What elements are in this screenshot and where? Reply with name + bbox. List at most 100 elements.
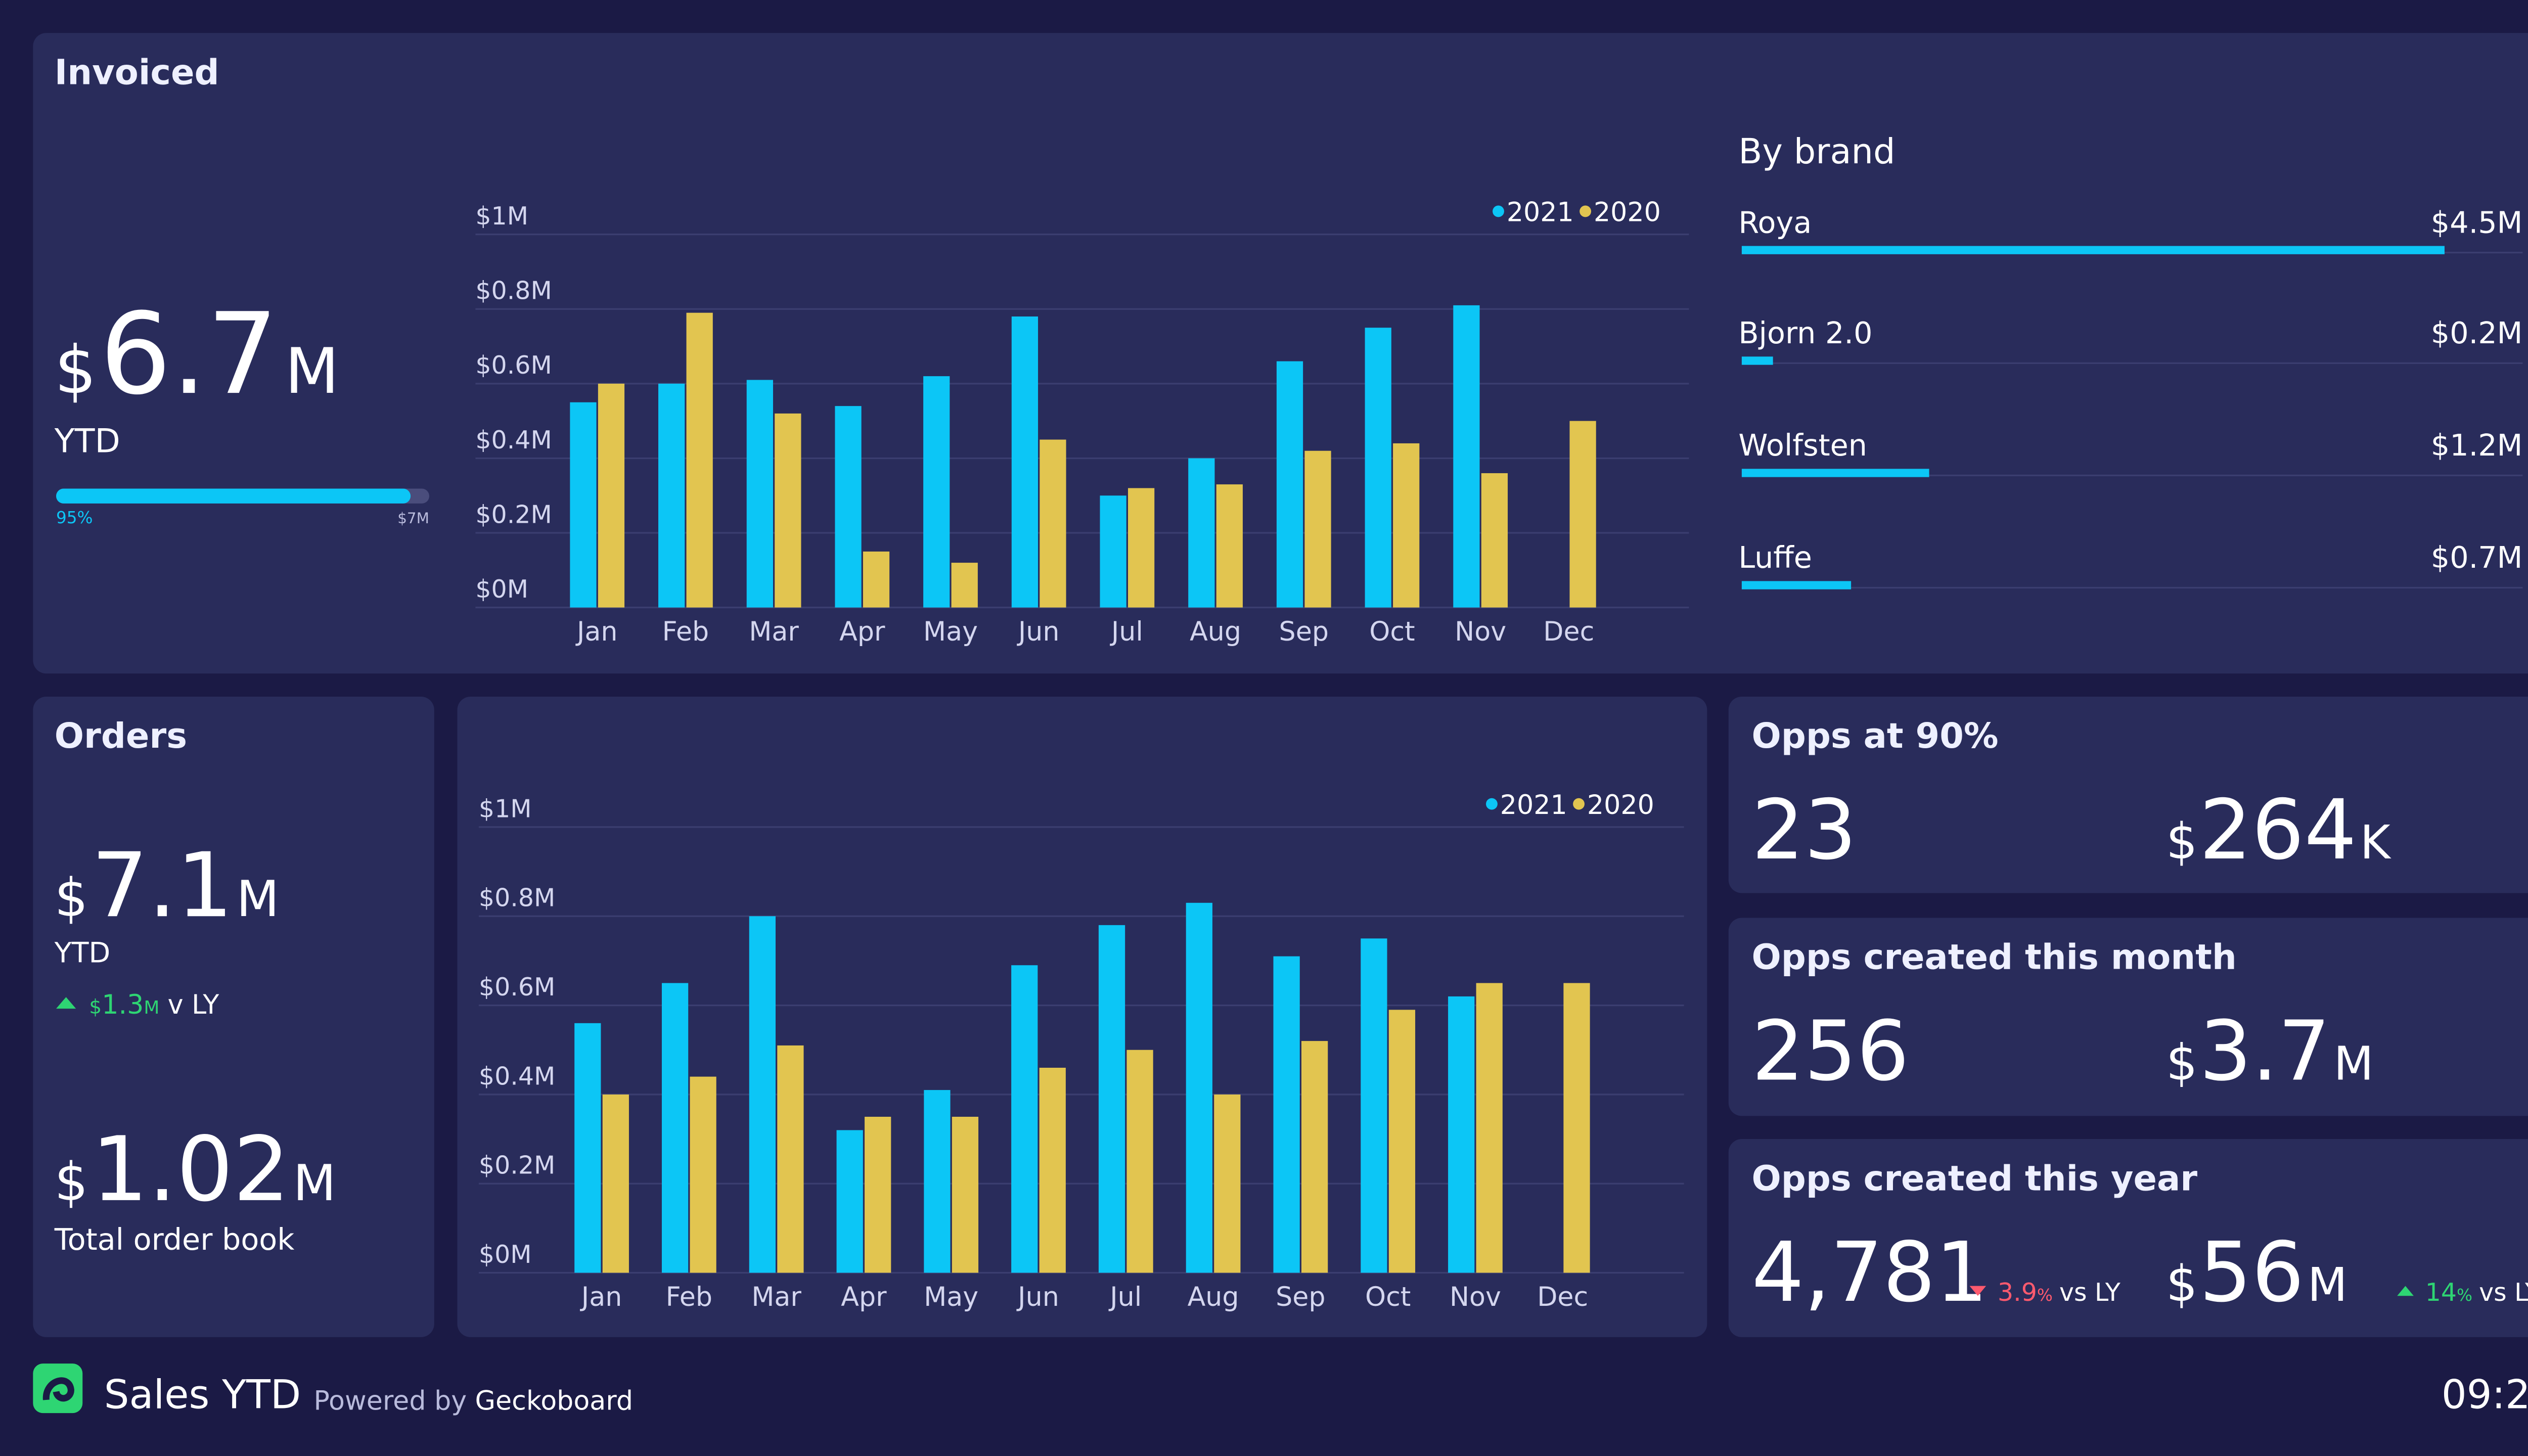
logo	[33, 1363, 83, 1414]
prefix: $	[2166, 1034, 2197, 1092]
x-tick-label: Oct	[1365, 1282, 1411, 1312]
x-tick-label: Nov	[1450, 1282, 1501, 1312]
prefix: $	[55, 1151, 88, 1213]
unit: %	[2457, 1286, 2472, 1305]
footer-title: Sales YTD	[104, 1372, 301, 1418]
x-tick-label: Nov	[1455, 617, 1506, 647]
bar	[836, 1130, 863, 1273]
panel-title: Orders	[55, 716, 187, 756]
down-arrow	[1969, 1286, 1987, 1296]
suffix: M	[285, 335, 339, 408]
bar	[952, 1116, 979, 1273]
number: 1.02	[92, 1117, 290, 1221]
bar	[1361, 938, 1387, 1273]
bar	[1741, 246, 2445, 254]
y-tick-label: $0.8M	[479, 884, 555, 913]
panel	[1728, 918, 2528, 1116]
powered-text: Powered by	[313, 1386, 467, 1417]
panel	[33, 696, 434, 1337]
bar	[570, 402, 597, 608]
bar	[658, 383, 685, 608]
value-label: $0.7M	[2431, 540, 2523, 575]
suffix: K	[2360, 815, 2391, 870]
y-tick-label: $0.6M	[475, 351, 552, 380]
value-label: $1.2M	[2431, 428, 2523, 463]
bar	[746, 380, 773, 608]
brand-title: By brand	[1738, 131, 1895, 172]
bar	[1453, 305, 1480, 608]
panel	[33, 33, 2528, 674]
number: 7.1	[92, 833, 233, 937]
y-tick-label: $0M	[475, 575, 528, 604]
panel	[1728, 696, 2528, 893]
prefix: $	[2166, 813, 2197, 871]
bar	[1128, 488, 1155, 608]
count: 23	[1751, 782, 1857, 878]
x-tick-label: Aug	[1188, 1282, 1239, 1312]
suffix: M	[237, 871, 279, 928]
bar	[923, 376, 950, 608]
y-tick-label: $0.4M	[475, 426, 552, 454]
bar	[1476, 983, 1503, 1273]
bar	[1100, 495, 1126, 608]
x-tick-label: Apr	[839, 617, 885, 647]
suffix: M	[2308, 1258, 2348, 1312]
category-label: Luffe	[1738, 540, 1812, 575]
change-text: vs LY	[2059, 1278, 2120, 1307]
legend-label: 2020	[1594, 198, 1661, 228]
x-tick-label: Jan	[580, 1282, 622, 1312]
change: 3.9% vs LY	[1998, 1278, 2120, 1307]
up-arrow	[2397, 1286, 2414, 1296]
category-label: Wolfsten	[1738, 428, 1867, 463]
bar	[1098, 925, 1125, 1273]
bar	[749, 916, 776, 1273]
bar	[1039, 1068, 1066, 1273]
x-tick-label: Feb	[666, 1282, 712, 1312]
bar	[1741, 469, 1929, 477]
brand: Geckoboard	[475, 1386, 633, 1417]
x-tick-label: Aug	[1190, 617, 1241, 647]
number: 1.3	[102, 990, 144, 1020]
count: 4,781	[1751, 1224, 1988, 1321]
bar	[1569, 421, 1596, 608]
amount: $264 K	[2166, 782, 2391, 878]
panel-title: Invoiced	[55, 53, 219, 93]
x-tick-label: Jan	[575, 617, 618, 647]
number: 6.7	[100, 289, 278, 420]
bar	[1563, 983, 1590, 1273]
logo-mark	[42, 1377, 74, 1402]
prefix: $	[55, 332, 97, 408]
prefix: $	[89, 996, 102, 1019]
bar	[863, 551, 890, 608]
y-tick-label: $0.6M	[479, 973, 555, 1002]
legend-swatch	[1486, 798, 1498, 810]
bar	[661, 983, 689, 1273]
kpi-value: $6.7 M	[55, 289, 339, 420]
bar	[1481, 473, 1508, 608]
legend-swatch	[1579, 205, 1592, 217]
progress-fill	[56, 488, 411, 504]
change-text: vs LY	[2479, 1278, 2528, 1307]
value-label: $4.5M	[2431, 205, 2523, 240]
bar	[924, 1090, 951, 1273]
bar	[1365, 328, 1391, 608]
progress-label: 95%	[56, 508, 93, 527]
x-tick-label: Jun	[1017, 617, 1060, 647]
value-label: $0.2M	[2431, 315, 2523, 350]
bar	[1126, 1050, 1153, 1273]
y-tick-label: $1M	[479, 794, 532, 823]
legend-swatch	[1573, 798, 1585, 810]
y-tick-label: $0.2M	[479, 1151, 555, 1180]
legend-label: 2021	[1500, 790, 1567, 821]
count: 256	[1751, 1003, 1909, 1100]
y-tick-label: $0.4M	[479, 1062, 555, 1090]
up-arrow	[56, 997, 76, 1009]
bar	[1741, 581, 1852, 589]
unit: %	[2037, 1286, 2053, 1305]
kpi-value: $7.1 M	[55, 833, 279, 937]
x-tick-label: Oct	[1369, 617, 1415, 647]
bar	[1186, 902, 1212, 1273]
bar	[1741, 356, 1773, 365]
bar	[574, 1023, 601, 1273]
